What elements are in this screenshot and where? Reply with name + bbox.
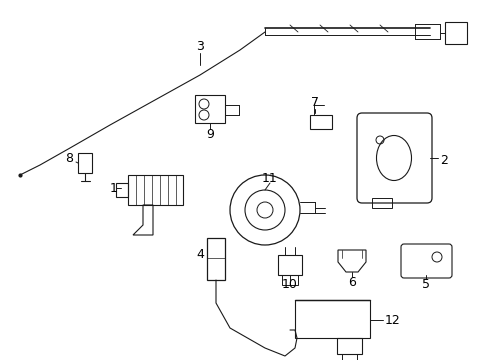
Text: 8: 8 [65,152,73,165]
Text: 6: 6 [347,275,355,288]
Bar [195,95,224,123]
Text: 1: 1 [110,181,118,194]
Bar [294,300,369,338]
Bar [371,198,391,208]
Bar [309,115,331,129]
Text: 3: 3 [196,40,203,54]
Bar [444,22,466,44]
Bar [282,275,297,285]
Bar [206,238,224,280]
Text: 2: 2 [439,153,447,166]
Text: 9: 9 [205,129,214,141]
Bar [128,175,183,205]
Bar [78,153,92,173]
Text: 10: 10 [282,279,297,292]
Text: 7: 7 [310,96,318,109]
Bar [116,183,128,197]
Text: 5: 5 [421,278,429,291]
Bar [336,338,361,354]
Text: 12: 12 [384,314,400,327]
Bar [278,255,302,275]
Text: 4: 4 [196,248,203,261]
Text: 11: 11 [262,171,277,184]
